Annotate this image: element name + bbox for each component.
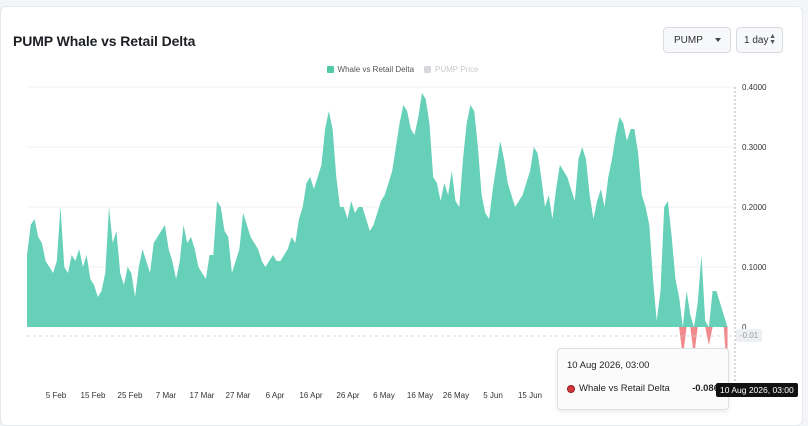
x-tick-label: 27 Mar <box>226 391 251 400</box>
tooltip-row: Whale vs Retail Delta -0.086 <box>567 383 719 394</box>
y-tick-label: 0.4000 <box>742 83 767 92</box>
x-tick-label: 6 May <box>373 391 395 400</box>
x-tick-label: 16 May <box>407 391 433 400</box>
x-tick-label: 16 Apr <box>299 391 322 400</box>
crosshair-y-label: -0.01 <box>736 329 763 342</box>
chart-legend: Whale vs Retail Delta PUMP Price <box>1 65 802 74</box>
x-tick-label: 5 Feb <box>46 391 67 400</box>
x-tick-label: 5 Jun <box>483 391 503 400</box>
legend-label-price: PUMP Price <box>435 65 479 74</box>
x-tick-label: 17 Mar <box>190 391 215 400</box>
x-tick-label: 26 May <box>443 391 469 400</box>
y-tick-label: 0.2000 <box>742 203 767 212</box>
symbol-select-value: PUMP <box>674 34 703 46</box>
y-tick-label: 0 <box>742 323 747 332</box>
legend-swatch-price <box>424 66 432 73</box>
tooltip-series-name: Whale vs Retail Delta <box>579 383 670 394</box>
delta-area-positive <box>27 93 728 327</box>
x-tick-label: 26 Apr <box>336 391 359 400</box>
y-tick-label: 0.3000 <box>742 143 767 152</box>
x-tick-label: 15 Jun <box>518 391 542 400</box>
up-down-arrows-icon: ▲ ▼ <box>769 33 776 46</box>
series-dot-icon <box>567 384 575 393</box>
crosshair-x-label: 10 Aug 2026, 03:00 <box>716 383 798 397</box>
page-title: PUMP Whale vs Retail Delta <box>13 33 196 49</box>
tooltip-value: -0.086 <box>692 383 719 394</box>
timeframe-select[interactable]: 1 day ▲ ▼ <box>736 27 783 53</box>
x-tick-label: 6 Apr <box>266 391 285 400</box>
symbol-select[interactable]: PUMP <box>663 27 731 53</box>
y-tick-label: 0.1000 <box>742 263 767 272</box>
chart-tooltip: 10 Aug 2026, 03:00 Whale vs Retail Delta… <box>557 348 729 410</box>
legend-label-delta: Whale vs Retail Delta <box>337 65 415 74</box>
legend-item-price[interactable]: PUMP Price <box>424 65 478 74</box>
tooltip-date: 10 Aug 2026, 03:00 <box>567 360 650 371</box>
x-tick-label: 7 Mar <box>156 391 177 400</box>
x-tick-label: 15 Feb <box>81 391 106 400</box>
timeframe-select-value: 1 day <box>744 34 769 46</box>
legend-swatch-delta <box>326 66 334 73</box>
legend-item-delta[interactable]: Whale vs Retail Delta <box>326 65 415 74</box>
chart-plot[interactable]: 0.4000 0.3000 0.2000 0.1000 0 5 Feb 15 Feb 25 F… <box>0 0 808 415</box>
chevron-down-icon <box>715 38 721 42</box>
x-tick-label: 25 Feb <box>118 391 143 400</box>
